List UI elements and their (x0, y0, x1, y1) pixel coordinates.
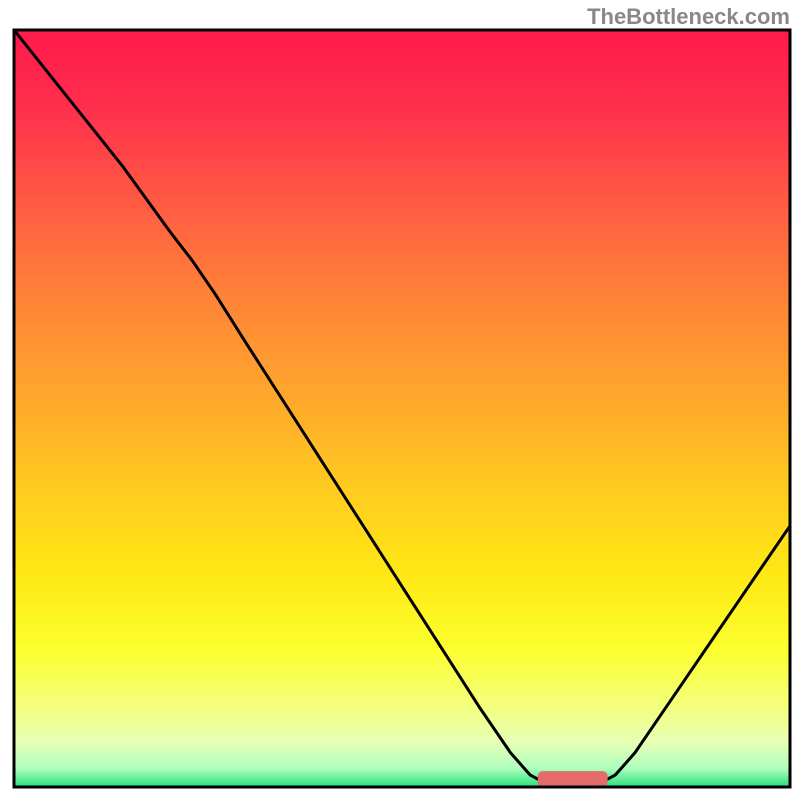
bottleneck-chart (0, 0, 800, 800)
chart-container: TheBottleneck.com (0, 0, 800, 800)
plot-group (14, 30, 790, 788)
gradient-background (14, 30, 790, 787)
optimal-marker (538, 771, 608, 788)
